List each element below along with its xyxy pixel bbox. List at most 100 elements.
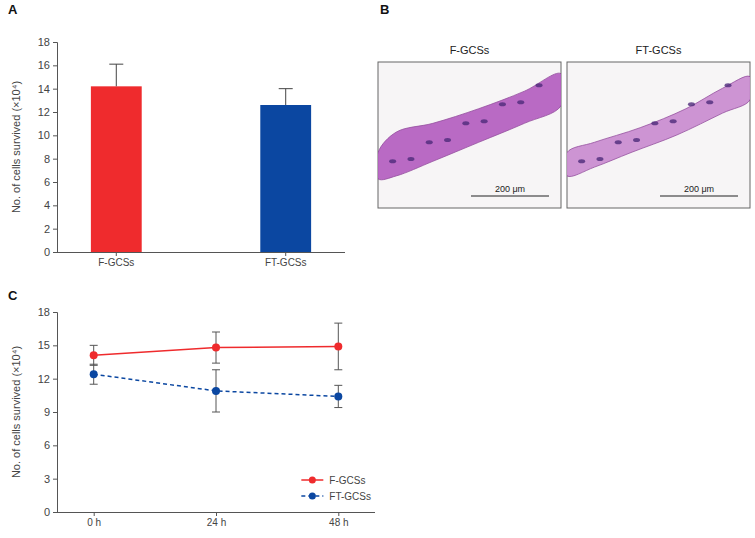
x-tick: 48 h [329, 512, 348, 528]
nucleus [596, 157, 603, 161]
error-bar-cap [334, 323, 342, 324]
legend-item: FT-GCSs [301, 491, 371, 502]
scale-bar [660, 195, 738, 196]
y-tick-label: 4 [44, 199, 50, 211]
y-tick-mark [53, 112, 57, 113]
legend-item: F-GCSs [301, 475, 365, 486]
legend-label: FT-GCSs [329, 491, 371, 502]
y-tick: 0 [44, 246, 57, 258]
y-tick-label: 8 [44, 153, 50, 165]
error-bar [90, 364, 98, 384]
x-axis: F-GCSs FT-GCSs [57, 252, 345, 268]
nucleus [426, 140, 433, 144]
y-tick-label: 15 [38, 339, 50, 351]
tissue [567, 76, 750, 176]
error-bar-cap [212, 412, 220, 413]
y-tick-label: 18 [38, 36, 50, 48]
y-tick-label: 18 [38, 306, 50, 318]
tissue [378, 73, 561, 180]
error-bar-cap [334, 385, 342, 386]
y-tick-mark [53, 42, 57, 43]
y-tick-label: 10 [38, 129, 50, 141]
series-marker [90, 351, 98, 359]
legend: F-GCSs FT-GCSs [301, 475, 371, 502]
y-tick-label: 12 [38, 373, 50, 385]
nucleus [706, 100, 713, 104]
error-bar-cap [90, 364, 98, 365]
y-axis-title: No. of cells survived (×10⁴) [10, 346, 22, 478]
y-tick-label: 0 [44, 246, 50, 258]
y-tick-label: 9 [44, 406, 50, 418]
nucleus [633, 138, 640, 142]
y-tick: 16 [38, 59, 57, 71]
nucleus [389, 159, 396, 163]
y-tick-mark [53, 205, 57, 206]
scale-bar [471, 195, 549, 196]
nucleus [407, 157, 414, 161]
y-tick-label: 12 [38, 106, 50, 118]
series-marker [334, 392, 342, 400]
error-bar [90, 345, 98, 365]
y-tick: 0 [44, 506, 57, 518]
bar [260, 105, 311, 252]
series-marker [334, 342, 342, 350]
scale-bar-label: 200 μm [495, 184, 525, 194]
x-tick: F-GCSs [98, 252, 134, 268]
series-marker [90, 370, 98, 378]
y-tick: 6 [44, 439, 57, 451]
panel-letter: A [8, 2, 18, 17]
x-tick-label: FT-GCSs [265, 257, 307, 268]
y-tick-mark [53, 345, 57, 346]
error-bar [279, 89, 293, 105]
error-bar [109, 64, 123, 86]
nucleus [481, 119, 488, 123]
x-tick: 24 h [207, 512, 226, 528]
x-tick-label: 48 h [329, 517, 348, 528]
nucleus [462, 121, 469, 125]
y-tick-mark [53, 312, 57, 313]
y-tick-label: 6 [44, 439, 50, 451]
x-tick-mark [116, 252, 117, 256]
x-tick-label: F-GCSs [98, 257, 134, 268]
error-bar-cap [90, 345, 98, 346]
y-tick-mark [53, 89, 57, 90]
nucleus [444, 138, 451, 142]
y-axis-line [53, 43, 58, 253]
error-bar-cap [279, 88, 293, 89]
y-tick-label: 6 [44, 176, 50, 188]
y-tick-label: 14 [38, 83, 50, 95]
error-bar-cap [90, 384, 98, 385]
figure: A 0 2 4 6 8 10 12 14 16 18 No. of cells survived (×… [0, 0, 755, 538]
nucleus [499, 102, 506, 106]
nucleus [517, 100, 524, 104]
image-title: F-GCSs [450, 44, 490, 56]
x-tick: 0 h [87, 512, 101, 528]
x-tick-label: 24 h [207, 517, 226, 528]
error-bar-cap [212, 369, 220, 370]
error-bar [212, 332, 220, 363]
series-marker [212, 387, 220, 395]
y-tick-label: 2 [44, 223, 50, 235]
y-axis-title: No. of cells survived (×10⁴) [10, 81, 22, 213]
y-tick: 10 [38, 129, 57, 141]
y-axis: 0 2 4 6 8 10 12 14 16 18 [38, 36, 58, 258]
error-bar-cap [212, 363, 220, 364]
y-tick-mark [53, 479, 57, 480]
legend-marker [309, 477, 316, 484]
y-tick-mark [53, 512, 57, 513]
y-tick-mark [53, 445, 57, 446]
y-tick: 12 [38, 106, 57, 118]
lines [90, 323, 343, 412]
error-bar [334, 323, 342, 370]
error-bar [212, 370, 220, 412]
y-tick: 6 [44, 176, 57, 188]
y-tick-mark [53, 379, 57, 380]
y-tick: 3 [44, 473, 57, 485]
y-tick-mark [53, 135, 57, 136]
y-tick: 14 [38, 83, 57, 95]
nucleus [688, 102, 695, 106]
tissue-band [567, 76, 750, 176]
legend-marker [309, 493, 316, 500]
y-axis: 0 3 6 9 12 15 18 [38, 306, 58, 518]
y-tick-mark [53, 159, 57, 160]
